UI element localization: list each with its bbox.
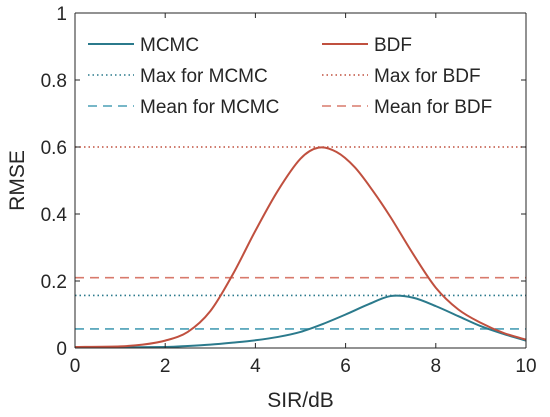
- x-tick-label: 8: [431, 356, 442, 377]
- y-tick-label: 0: [56, 339, 67, 360]
- legend-label-max-for-bdf: Max for BDF: [374, 66, 481, 87]
- plot-area: [75, 13, 526, 348]
- legend-label-bdf: BDF: [374, 35, 412, 56]
- x-tick-label: 6: [340, 356, 351, 377]
- legend-label-max-for-mcmc: Max for MCMC: [140, 66, 268, 87]
- axes-layer: 0 2 4 6 8 10 0 0.2 0.4 0.6 0.8 1: [41, 4, 537, 377]
- y-tick-label: 1: [56, 4, 67, 25]
- x-tick-label: 10: [515, 356, 536, 377]
- legend-label-mean-for-bdf: Mean for BDF: [374, 97, 492, 118]
- y-tick-label: 0.8: [41, 71, 67, 92]
- x-axis-title: SIR/dB: [267, 389, 334, 412]
- legend-label-mcmc: MCMC: [140, 35, 199, 56]
- series-line-mcmc: [74, 294, 527, 349]
- legend-label-mean-for-mcmc: Mean for MCMC: [140, 97, 279, 118]
- y-tick-label: 0.6: [41, 138, 67, 159]
- x-tick-label: 2: [160, 356, 171, 377]
- series-line-bdf: [74, 146, 527, 348]
- x-tick-label: 0: [70, 356, 81, 377]
- legend: MCMC BDF Max for MCMC Max for BDF Mean for M…: [88, 35, 492, 118]
- series-layer: [74, 146, 527, 349]
- x-tick-label: 4: [250, 356, 261, 377]
- y-tick-label: 0.4: [41, 205, 68, 226]
- plot-background: [75, 13, 526, 348]
- y-axis-title: RMSE: [6, 150, 29, 211]
- y-tick-label: 0.2: [41, 272, 67, 293]
